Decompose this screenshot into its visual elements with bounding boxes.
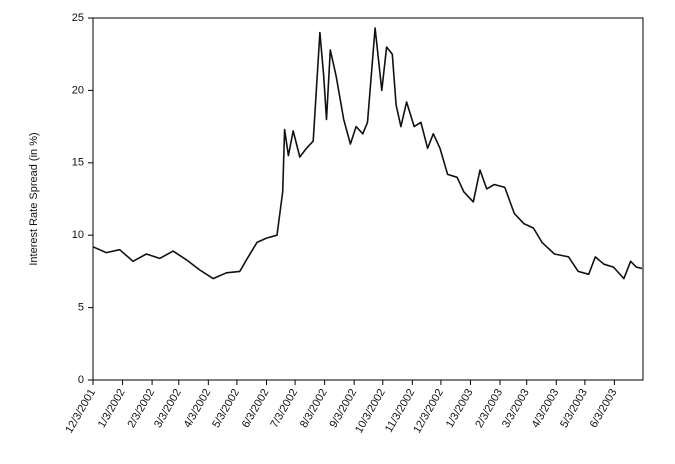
x-tick-label: 6/3/2002 <box>240 387 272 430</box>
x-tick-label: 5/3/2003 <box>558 387 590 430</box>
series-line <box>92 27 643 280</box>
y-tick-label: 15 <box>72 157 84 169</box>
y-tick-label: 10 <box>72 229 84 241</box>
y-tick-label: 5 <box>78 302 84 314</box>
x-tick-label: 1/3/2002 <box>96 387 128 430</box>
y-tick-label: 20 <box>72 84 84 96</box>
y-tick-label: 0 <box>78 374 84 386</box>
x-tick-label: 8/3/2002 <box>298 387 330 430</box>
x-tick-label: 4/3/2003 <box>530 387 562 430</box>
x-tick-label: 4/3/2002 <box>182 387 214 430</box>
x-tick-label: 5/3/2002 <box>210 387 242 430</box>
x-tick-label: 9/3/2002 <box>327 387 359 430</box>
plot-frame <box>92 17 644 381</box>
y-tick-label: 25 <box>72 12 84 24</box>
y-axis-label: Interest Rate Spread (in %) <box>28 132 40 265</box>
x-tick-label: 6/3/2003 <box>588 387 620 430</box>
x-tick-label: 7/3/2002 <box>268 387 300 430</box>
x-tick-label: 1/3/2003 <box>444 387 476 430</box>
x-tick-label: 12/3/2001 <box>63 387 98 435</box>
